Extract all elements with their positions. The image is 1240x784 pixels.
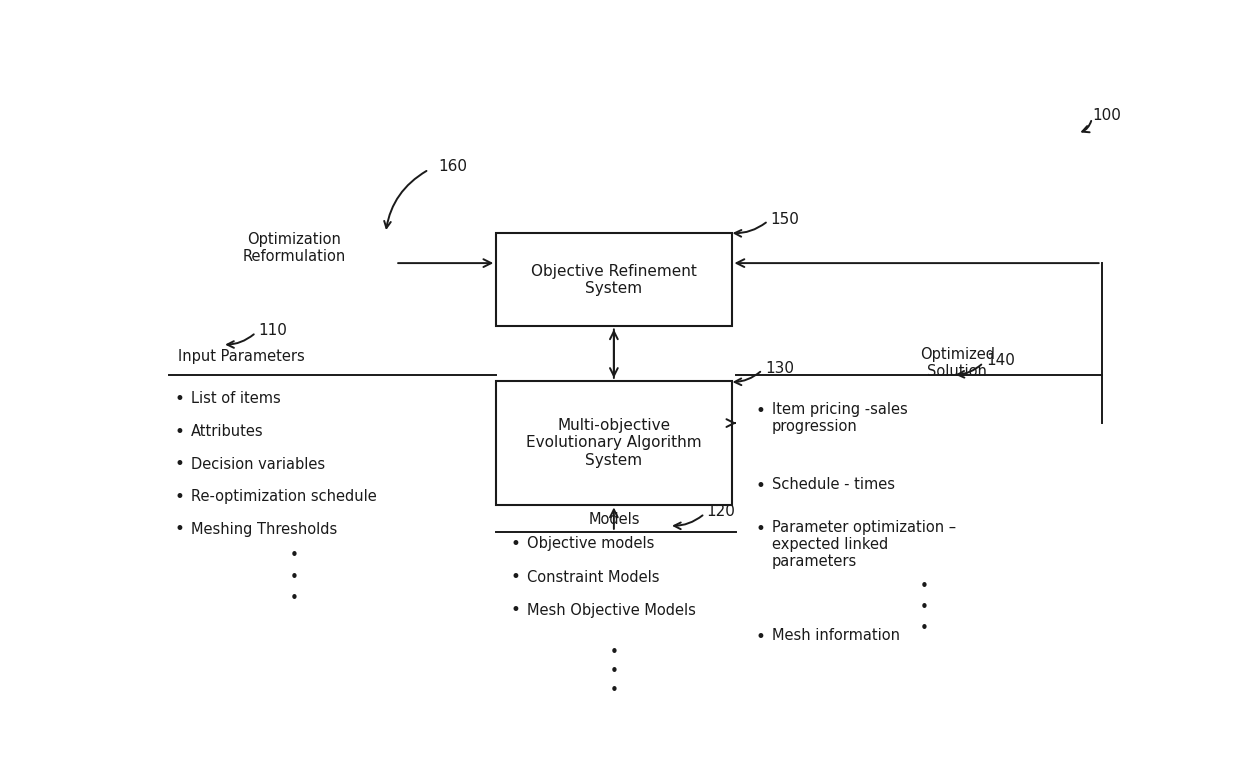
Text: •: •	[919, 579, 929, 593]
Text: •: •	[511, 568, 521, 586]
Text: Objective models: Objective models	[527, 536, 655, 551]
Text: •: •	[610, 645, 619, 660]
Text: •: •	[290, 548, 299, 564]
Text: 130: 130	[765, 361, 795, 376]
Text: Schedule - times: Schedule - times	[773, 477, 895, 492]
Text: Mesh Objective Models: Mesh Objective Models	[527, 603, 696, 618]
Text: •: •	[290, 590, 299, 606]
Text: •: •	[174, 521, 184, 539]
Text: •: •	[755, 520, 765, 538]
Text: Item pricing -sales
progression: Item pricing -sales progression	[773, 402, 908, 434]
Text: Meshing Thresholds: Meshing Thresholds	[191, 522, 337, 537]
Text: •: •	[755, 477, 765, 495]
Text: •: •	[610, 664, 619, 679]
Text: 140: 140	[986, 354, 1016, 368]
Text: Parameter optimization –
expected linked
parameters: Parameter optimization – expected linked…	[773, 520, 956, 569]
Text: •: •	[511, 535, 521, 553]
Text: 100: 100	[1092, 107, 1121, 123]
Bar	[496, 233, 732, 326]
Text: Optimized
Solution: Optimized Solution	[920, 347, 994, 379]
Text: •: •	[174, 390, 184, 408]
Text: Optimization
Reformulation: Optimization Reformulation	[243, 232, 346, 264]
Text: Models: Models	[589, 512, 640, 527]
Text: •: •	[174, 423, 184, 441]
Bar	[496, 381, 732, 505]
Text: Objective Refinement
System: Objective Refinement System	[531, 263, 697, 296]
Text: Input Parameters: Input Parameters	[179, 349, 305, 365]
Text: •: •	[290, 569, 299, 585]
Text: •: •	[755, 628, 765, 646]
Text: Constraint Models: Constraint Models	[527, 569, 660, 585]
Text: Attributes: Attributes	[191, 424, 263, 439]
Text: •: •	[919, 600, 929, 615]
Text: •: •	[174, 488, 184, 506]
Text: List of items: List of items	[191, 391, 280, 406]
Text: 110: 110	[259, 323, 288, 338]
Text: •: •	[919, 621, 929, 636]
Text: •: •	[511, 601, 521, 619]
Text: Decision variables: Decision variables	[191, 456, 325, 472]
Text: Multi-objective
Evolutionary Algorithm
System: Multi-objective Evolutionary Algorithm S…	[526, 418, 702, 467]
Text: 150: 150	[770, 212, 799, 227]
Text: •: •	[610, 683, 619, 698]
Text: •: •	[755, 402, 765, 420]
Text: Re-optimization schedule: Re-optimization schedule	[191, 489, 376, 504]
Text: •: •	[174, 456, 184, 473]
Text: Mesh information: Mesh information	[773, 628, 900, 644]
Text: 160: 160	[439, 159, 467, 174]
Text: 120: 120	[707, 504, 735, 519]
